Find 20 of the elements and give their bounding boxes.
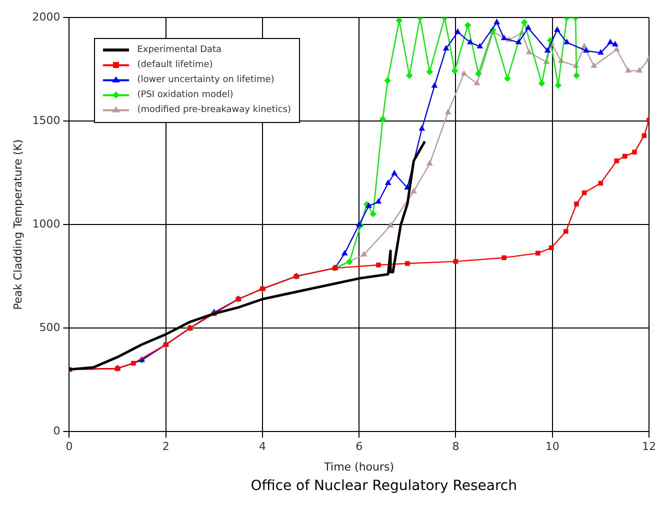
y-tick-label: 0	[53, 424, 60, 438]
x-tick-label: 2	[162, 440, 170, 454]
y-axis-title: Peak Cladding Temperature (K)	[11, 139, 24, 310]
x-tick-label: 8	[452, 440, 460, 454]
legend-label: Experimental Data	[137, 45, 222, 56]
text: Office of Nuclear Regulatory Research	[250, 478, 518, 494]
x-tick-label: 12	[642, 440, 656, 454]
y-tick-label: 500	[39, 320, 60, 334]
x-axis-title: Time (hours)	[323, 460, 394, 474]
x-tick-label: 10	[545, 440, 560, 454]
legend-label: (default lifetime)	[137, 60, 213, 70]
legend-label: (lower uncertainty on lifetime)	[137, 75, 274, 86]
x-tick-label: 4	[258, 440, 266, 454]
y-tick-label: 2000	[32, 10, 60, 24]
y-tick-label: 1500	[32, 114, 60, 127]
y-tick-label: 1000	[32, 217, 60, 230]
x-tick-label: 0	[66, 440, 73, 454]
legend-label: (modified pre-breakaway kinetics)	[137, 105, 291, 116]
legend-label: (PSI oxidation model)	[137, 90, 234, 100]
x-tick-label: 6	[356, 440, 363, 454]
